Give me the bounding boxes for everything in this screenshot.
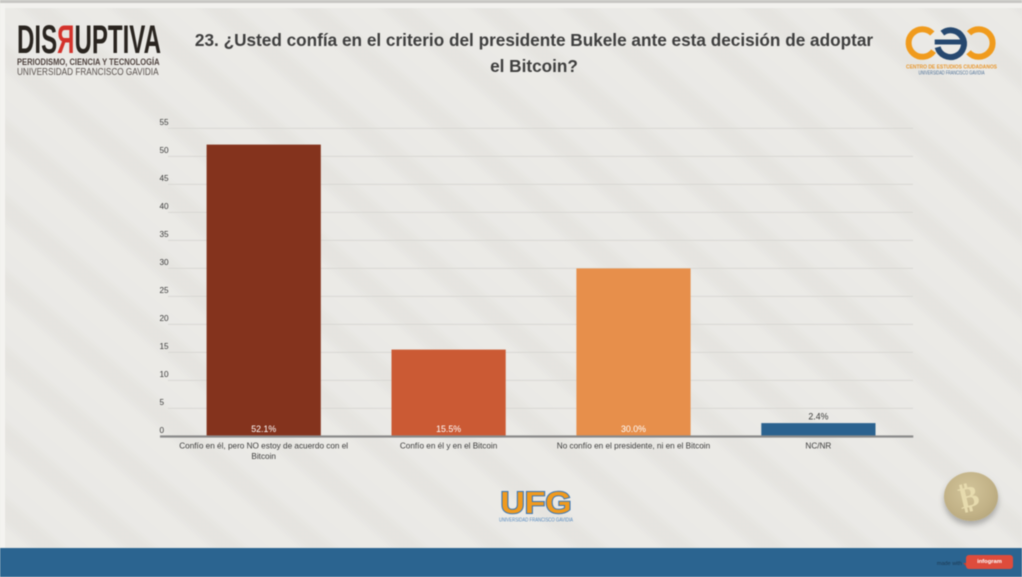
svg-text:UNIVERSIDAD FRANCISCO GAVIDIA: UNIVERSIDAD FRANCISCO GAVIDIA — [919, 70, 986, 76]
svg-text:15.5%: 15.5% — [436, 424, 461, 434]
svg-text:CENTRO DE ESTUDIOS CIUDADANOS: CENTRO DE ESTUDIOS CIUDADANOS — [906, 65, 997, 71]
svg-text:30: 30 — [160, 258, 170, 267]
svg-text:5: 5 — [160, 398, 165, 407]
svg-text:2.4%: 2.4% — [808, 412, 828, 422]
svg-text:45: 45 — [160, 174, 170, 183]
svg-text:Bitcoin: Bitcoin — [251, 452, 276, 461]
svg-text:25: 25 — [160, 286, 170, 295]
svg-text:40: 40 — [160, 202, 170, 211]
svg-text:10: 10 — [160, 370, 170, 379]
svg-text:30.0%: 30.0% — [621, 424, 646, 434]
svg-text:UNIVERSIDAD FRANCISCO GAVIDIA: UNIVERSIDAD FRANCISCO GAVIDIA — [499, 518, 573, 524]
svg-text:55: 55 — [160, 118, 170, 127]
svg-text:Confío en él y en el Bitcoin: Confío en él y en el Bitcoin — [400, 442, 498, 451]
svg-text:UFG: UFG — [501, 485, 572, 520]
svg-text:52.1%: 52.1% — [251, 424, 276, 434]
svg-text:No confío en el presidente, ni: No confío en el presidente, ni en el Bit… — [557, 442, 711, 451]
svg-text:50: 50 — [160, 146, 170, 155]
svg-text:0: 0 — [160, 426, 165, 435]
svg-text:20: 20 — [160, 314, 170, 323]
svg-text:35: 35 — [160, 230, 170, 239]
svg-text:15: 15 — [160, 342, 170, 351]
svg-text:Confío en él, pero NO estoy de: Confío en él, pero NO estoy de acuerdo c… — [179, 442, 348, 451]
svg-text:NC/NR: NC/NR — [805, 442, 831, 451]
